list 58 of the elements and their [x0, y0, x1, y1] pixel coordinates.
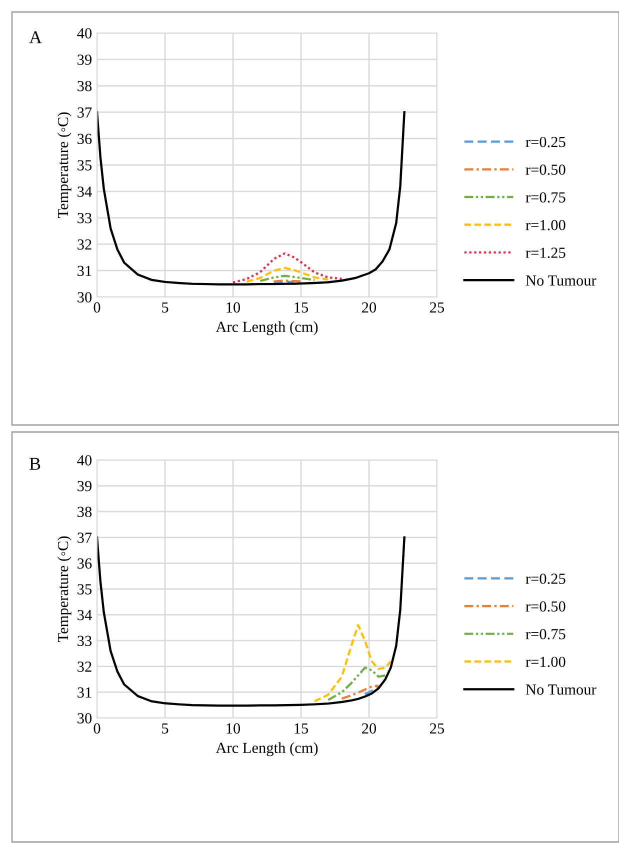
y-axis-title: Temperature (◦C) — [57, 112, 72, 218]
y-tick-label: 40 — [77, 28, 92, 38]
y-tick-label: 38 — [78, 80, 92, 92]
y-tick-label: 36 — [78, 134, 92, 144]
legend-label: r=1.00 — [526, 656, 566, 668]
legend-label: r=0.75 — [526, 629, 566, 640]
y-tick-label: 37 — [78, 107, 92, 118]
y-tick-label: 35 — [78, 160, 92, 170]
x-tick-label: 5 — [162, 302, 168, 313]
y-tick-label: 32 — [78, 662, 92, 672]
line-series — [245, 266, 330, 283]
legend-label: r=0.25 — [526, 136, 566, 148]
x-axis-title: Arc Length (cm) — [216, 742, 318, 756]
legend-label: No Tumour — [526, 684, 596, 695]
legend-label: r=0.75 — [526, 192, 566, 203]
x-tick-label: 10 — [226, 302, 240, 313]
y-tick-label: 30 — [78, 292, 92, 302]
legend-label: r=0.25 — [526, 574, 566, 584]
x-tick-label: 0 — [94, 723, 100, 734]
y-tick-label: 36 — [78, 558, 92, 569]
legend-label: No Tumour — [526, 275, 596, 286]
y-tick-label: 31 — [78, 687, 92, 698]
y-tick-label: 33 — [78, 636, 92, 646]
x-tick-label: 10 — [226, 723, 240, 734]
x-tick-label: 20 — [362, 302, 376, 313]
line-series — [232, 252, 343, 284]
x-axis-title: Arc Length (cm) — [216, 321, 318, 336]
legend-label: r=0.50 — [526, 164, 566, 175]
y-tick-label: 39 — [78, 480, 92, 492]
y-tick-label: 31 — [78, 266, 92, 276]
legend-label: r=0.50 — [526, 601, 566, 612]
chart-title: A — [29, 31, 42, 44]
x-tick-label: 0 — [94, 302, 100, 313]
y-tick-label: 32 — [78, 239, 92, 250]
x-tick-label: 15 — [294, 723, 308, 734]
y-tick-label: 30 — [78, 713, 92, 724]
chart-title: B — [30, 458, 40, 470]
y-tick-label: 34 — [78, 186, 92, 197]
y-tick-label: 34 — [78, 610, 92, 620]
line-series — [97, 536, 406, 707]
y-tick-label: 37 — [78, 532, 92, 543]
y-tick-label: 38 — [78, 506, 92, 518]
x-tick-label: 15 — [294, 302, 308, 313]
y-tick-label: 39 — [78, 54, 92, 65]
y-tick-label: 35 — [78, 584, 92, 594]
x-tick-label: 25 — [430, 723, 444, 734]
line-series — [340, 684, 380, 700]
legend-label: r=1.25 — [526, 248, 566, 258]
x-tick-label: 20 — [362, 723, 376, 734]
y-tick-label: 40 — [77, 455, 92, 466]
x-tick-label: 25 — [430, 302, 444, 313]
line-series — [313, 624, 392, 702]
legend-label: r=1.00 — [526, 220, 566, 230]
y-axis-title: Temperature (◦C) — [57, 536, 72, 642]
line-series — [97, 111, 406, 286]
line-series — [327, 666, 386, 702]
y-tick-label: 33 — [78, 212, 92, 224]
x-tick-label: 5 — [162, 723, 168, 734]
